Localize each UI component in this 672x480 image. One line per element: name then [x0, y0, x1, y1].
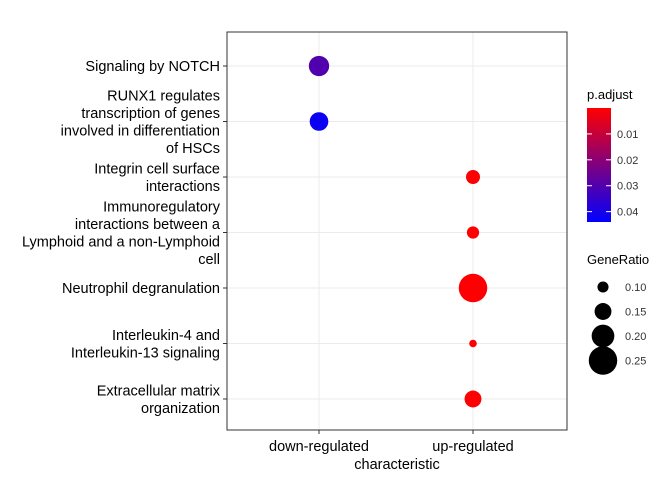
color-tick-label: 0.04 [617, 207, 638, 219]
x-tick-label: down-regulated [269, 439, 369, 455]
color-tick-label: 0.03 [617, 181, 638, 193]
y-tick-label: RUNX1 regulates transcription of genes inv… [61, 88, 220, 157]
size-legend: GeneRatio 0.10 0.15 0.20 0.25 [587, 252, 649, 375]
size-key-label: 0.20 [625, 331, 646, 343]
color-legend: p.adjust 0.01 0.02 0.03 0.04 [587, 87, 638, 222]
grid-lines [227, 32, 567, 430]
x-axis-title: characteristic [354, 457, 439, 473]
y-tick-label: Extracellular matrix organization [97, 383, 221, 417]
y-tick-label: Integrin cell surface interactions [94, 161, 220, 195]
y-axis: Signaling by NOTCH RUNX1 regulates transcr… [22, 59, 227, 417]
size-key-label: 0.10 [625, 282, 646, 294]
color-legend-title: p.adjust [587, 87, 633, 102]
y-tick-label: Signaling by NOTCH [85, 59, 220, 75]
color-bar [587, 108, 611, 222]
panel-border [226, 31, 568, 431]
x-axis: down-regulated up-regulated [269, 430, 514, 455]
y-tick-label: Immunoregulatory interactions between a Ly… [22, 199, 221, 267]
data-point [308, 55, 330, 77]
x-tick-label: up-regulated [432, 439, 513, 455]
size-key-point [591, 324, 615, 348]
color-tick-label: 0.02 [617, 155, 638, 167]
data-point [466, 170, 480, 184]
size-key-label: 0.15 [625, 307, 646, 319]
data-point [464, 390, 482, 408]
data-point [309, 112, 329, 131]
data-point [458, 273, 488, 303]
data-points [308, 55, 488, 408]
size-legend-title: GeneRatio [587, 252, 649, 267]
data-point [469, 339, 477, 348]
size-key-point [594, 303, 612, 320]
y-tick-label: Interleukin-4 and Interleukin-13 signalin… [71, 328, 220, 362]
size-key-point [588, 346, 618, 375]
data-point [466, 226, 480, 239]
size-key-label: 0.25 [625, 356, 646, 368]
size-key-point [597, 281, 609, 293]
y-tick-label: Neutrophil degranulation [62, 281, 220, 297]
color-tick-label: 0.01 [617, 129, 638, 141]
